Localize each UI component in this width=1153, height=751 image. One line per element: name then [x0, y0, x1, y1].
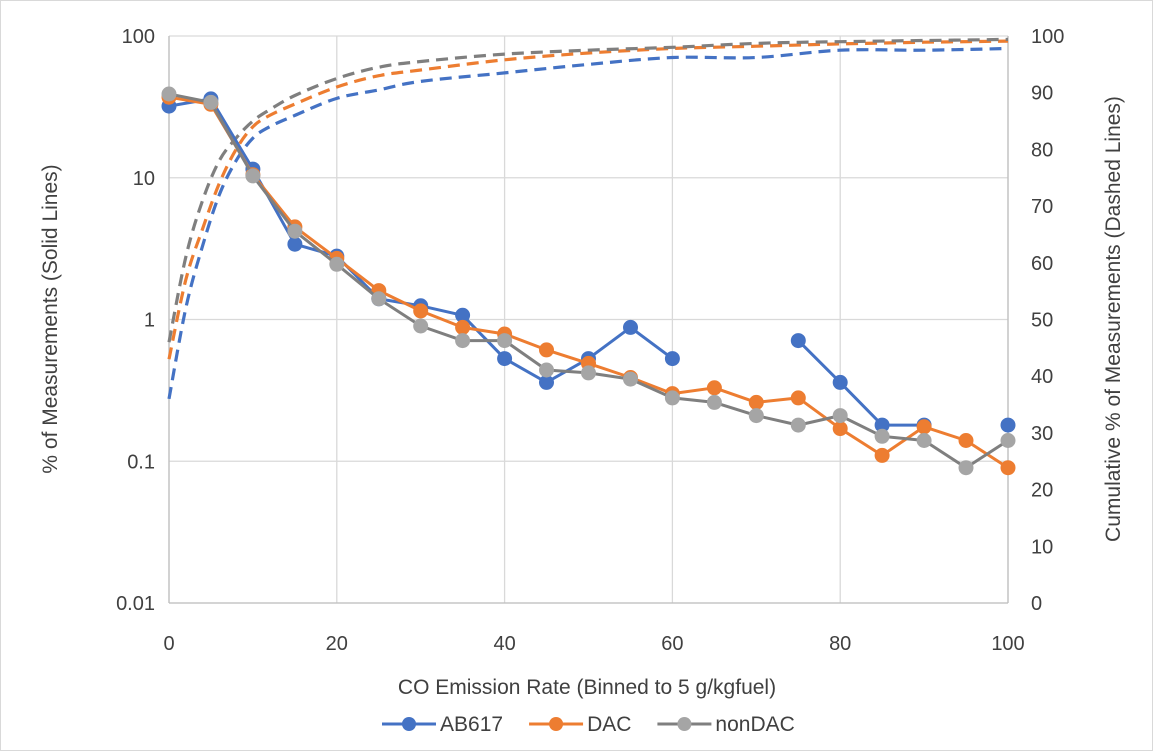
y2-tick-label: 10: [1031, 536, 1053, 558]
y-axis-title: % of Measurements (Solid Lines): [39, 164, 62, 473]
y2-tick-label: 30: [1031, 423, 1053, 445]
data-point-nondac: [287, 223, 303, 239]
data-point-dac: [790, 390, 806, 406]
data-point-nondac: [874, 428, 890, 444]
data-point-nondac: [455, 333, 471, 349]
data-point-dac: [413, 303, 429, 319]
data-point-nondac: [664, 390, 680, 406]
legend-marker-nondac: [677, 717, 692, 731]
legend-marker-ab617: [402, 717, 416, 731]
data-point-dac: [832, 421, 848, 437]
x-tick-label: 100: [991, 633, 1024, 655]
data-point-ab617: [497, 351, 513, 367]
data-point-nondac: [245, 168, 261, 184]
tick-labels: 0 20 40 60 80 100 0.01 0.1 1 10 100 0 10 20 30 40 50 60 70…: [116, 26, 1064, 655]
data-point-nondac: [581, 365, 596, 381]
y-tick-label: 0.01: [116, 593, 155, 615]
x-tick-label: 0: [163, 633, 174, 655]
data-point-ab617: [832, 374, 848, 390]
y-tick-label: 10: [133, 168, 155, 190]
data-point-dac: [916, 419, 932, 435]
cumulative-line-dac: [167, 39, 1009, 360]
y-tick-label: 0.1: [127, 451, 155, 473]
legend-label-dac: DAC: [587, 713, 631, 736]
data-point-nondac: [958, 460, 974, 476]
data-point-nondac: [832, 408, 848, 424]
data-point-dac: [455, 319, 471, 335]
cumulative-line-ab617: [167, 46, 1009, 400]
data-point-dac: [1000, 460, 1016, 476]
data-point-ab617: [1000, 417, 1016, 433]
data-point-nondac: [539, 362, 554, 378]
data-point-nondac: [706, 394, 722, 410]
data-point-ab617: [287, 236, 303, 252]
y2-tick-label: 0: [1031, 593, 1042, 615]
y-tick-label: 100: [122, 26, 155, 48]
data-point-nondac: [329, 256, 345, 272]
y2-tick-label: 40: [1031, 366, 1053, 388]
y2-tick-label: 80: [1031, 139, 1053, 161]
axes: [168, 36, 1009, 604]
y2-tick-label: 100: [1031, 26, 1064, 48]
data-point-ab617: [664, 351, 680, 367]
y2-tick-label: 20: [1031, 480, 1053, 502]
y2-axis-title: Cumulative % of Measurements (Dashed Lin…: [1102, 96, 1125, 542]
y2-tick-label: 60: [1031, 253, 1053, 275]
x-tick-label: 60: [661, 633, 683, 655]
x-axis-title: CO Emission Rate (Binned to 5 g/kgfuel): [398, 676, 776, 699]
data-point-ab617: [790, 333, 806, 349]
y2-tick-label: 50: [1031, 310, 1053, 332]
x-tick-label: 40: [493, 633, 515, 655]
data-point-nondac: [371, 291, 387, 307]
legend-label-nondac: nonDAC: [715, 713, 794, 736]
series-line-ab617: [797, 339, 925, 427]
data-point-nondac: [790, 417, 806, 433]
data-point-nondac: [1000, 433, 1016, 448]
legend-label-ab617: AB617: [440, 713, 503, 736]
y-tick-label: 1: [144, 310, 155, 332]
x-tick-label: 20: [326, 633, 348, 655]
y2-tick-label: 70: [1031, 196, 1053, 218]
percent-solid-lines: [161, 86, 1016, 476]
data-point-nondac: [413, 318, 429, 334]
data-point-nondac: [497, 333, 513, 349]
data-point-nondac: [623, 371, 638, 387]
data-point-nondac: [161, 86, 177, 102]
data-point-dac: [958, 433, 974, 448]
data-point-dac: [539, 342, 554, 358]
cumulative-dashed-lines: [167, 37, 1009, 400]
data-point-dac: [706, 380, 722, 396]
y2-tick-label: 90: [1031, 83, 1053, 105]
x-tick-label: 80: [829, 633, 851, 655]
legend-marker-dac: [549, 717, 564, 731]
legend: AB617 DAC nonDAC: [382, 713, 795, 736]
data-point-nondac: [748, 408, 764, 424]
data-point-dac: [748, 394, 764, 410]
data-point-nondac: [916, 433, 932, 448]
data-point-nondac: [203, 94, 219, 110]
data-point-dac: [874, 447, 890, 463]
data-point-ab617: [623, 319, 638, 335]
